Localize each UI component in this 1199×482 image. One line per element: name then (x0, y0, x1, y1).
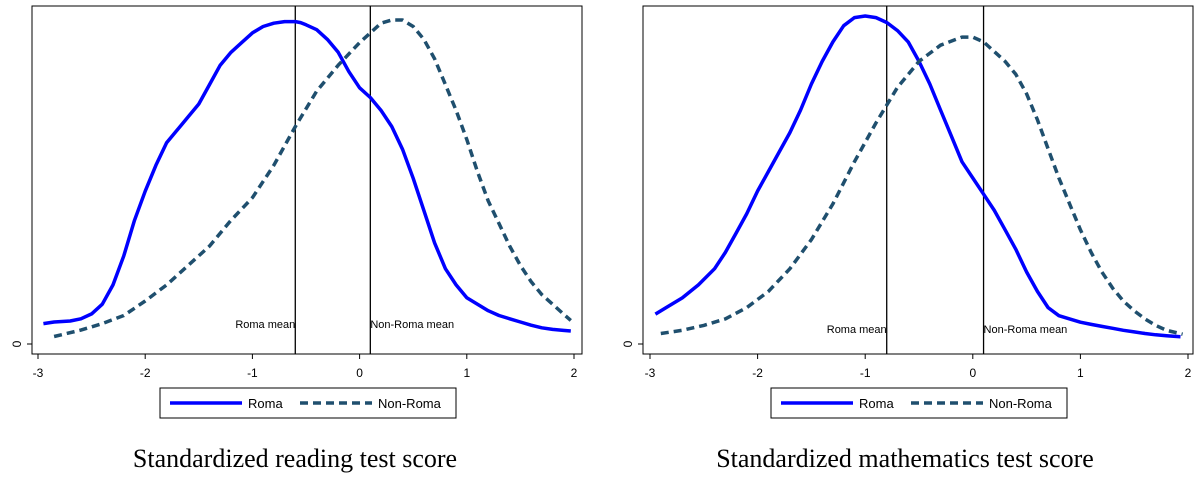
x-tick-label: -3 (33, 366, 44, 380)
x-tick-label: 2 (1185, 366, 1192, 380)
chart-panel-1: 0 -3 -2 -1 0 1 2 Roma mean Non-Roma mean Roma Non-… (10, 5, 583, 473)
series-line-roma (43, 19, 571, 333)
x-tick-label: -1 (247, 366, 258, 380)
mean-label: Roma mean (235, 319, 295, 331)
plot-frame (31, 5, 583, 355)
x-tick-label: 0 (969, 366, 976, 380)
legend-label: Non-Roma (378, 396, 442, 411)
x-tick-label: -1 (860, 366, 871, 380)
x-tick-label: 1 (1077, 366, 1084, 380)
legend-label: Non-Roma (989, 396, 1053, 411)
legend: Roma Non-Roma (770, 387, 1068, 419)
x-tick-label: 0 (356, 366, 363, 380)
mean-label: Non-Roma mean (370, 319, 454, 331)
legend-label: Roma (859, 396, 894, 411)
x-tick-label: -3 (645, 366, 656, 380)
mean-label: Roma mean (827, 324, 887, 336)
legend: Roma Non-Roma (159, 387, 457, 419)
x-tick-label: -2 (752, 366, 763, 380)
x-tick-label: 2 (571, 366, 578, 380)
chart-caption: Standardized reading test score (133, 444, 457, 473)
x-tick-label: 1 (463, 366, 470, 380)
chart-caption: Standardized mathematics test score (716, 444, 1094, 473)
series-line-non-roma (53, 18, 572, 339)
chart-panel-2: 0 -3 -2 -1 0 1 2 Roma mean Non-Roma mean Roma Non-… (621, 5, 1194, 473)
mean-label: Non-Roma mean (984, 324, 1068, 336)
legend-label: Roma (248, 396, 283, 411)
y-tick-label: 0 (10, 340, 24, 347)
y-tick-label: 0 (621, 340, 635, 347)
series-line-roma (654, 14, 1181, 339)
x-tick-label: -2 (140, 366, 151, 380)
